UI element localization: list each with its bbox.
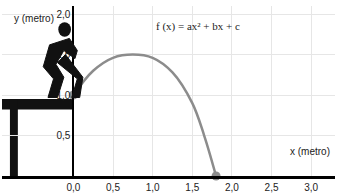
svg-text:1,5: 1,5 — [56, 49, 70, 60]
svg-text:1,0: 1,0 — [56, 90, 70, 101]
svg-text:2,5: 2,5 — [265, 182, 279, 193]
svg-text:y (metro): y (metro) — [14, 13, 54, 24]
svg-text:0,0: 0,0 — [66, 182, 80, 193]
svg-text:f (x) = ax² + bx + c: f (x) = ax² + bx + c — [156, 20, 240, 33]
svg-text:3,0: 3,0 — [304, 182, 318, 193]
svg-text:0,5: 0,5 — [106, 182, 120, 193]
svg-text:0,5: 0,5 — [56, 130, 70, 141]
svg-text:1,0: 1,0 — [146, 182, 160, 193]
svg-text:2,0: 2,0 — [56, 9, 70, 20]
svg-text:2,0: 2,0 — [225, 182, 239, 193]
svg-text:x (metro): x (metro) — [290, 146, 330, 157]
svg-text:1,5: 1,5 — [185, 182, 199, 193]
